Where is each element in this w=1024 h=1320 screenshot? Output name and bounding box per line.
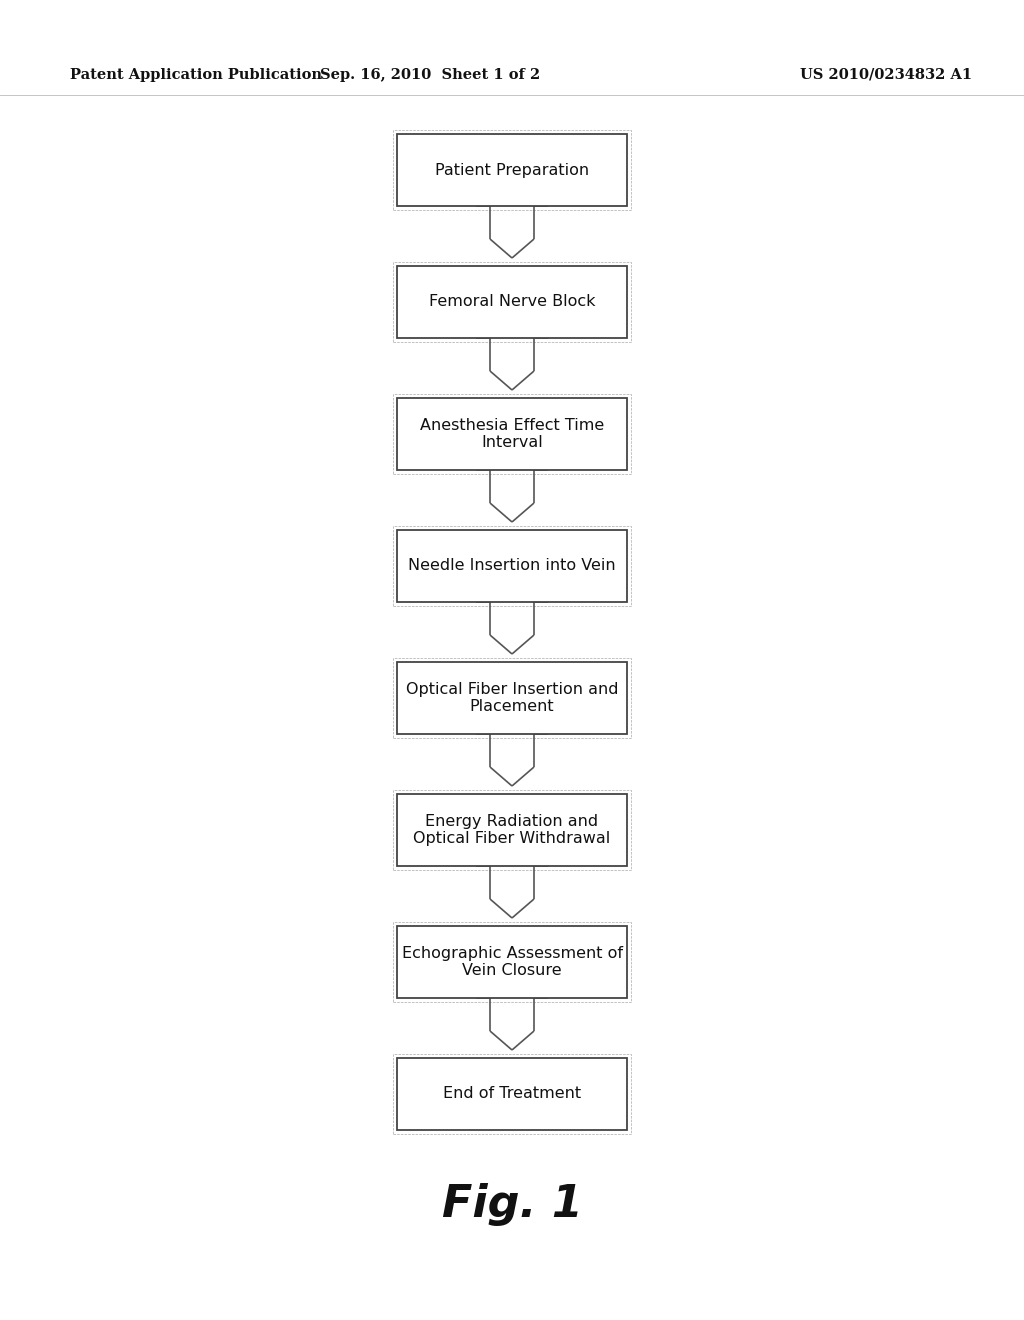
Text: Echographic Assessment of
Vein Closure: Echographic Assessment of Vein Closure (401, 946, 623, 978)
Bar (397, 531, 627, 602)
Bar (393, 525, 631, 606)
Text: Patent Application Publication: Patent Application Publication (70, 69, 322, 82)
Text: US 2010/0234832 A1: US 2010/0234832 A1 (800, 69, 972, 82)
Bar (397, 795, 627, 866)
Bar (397, 399, 627, 470)
Text: Energy Radiation and
Optical Fiber Withdrawal: Energy Radiation and Optical Fiber Withd… (414, 814, 610, 846)
Text: Needle Insertion into Vein: Needle Insertion into Vein (409, 558, 615, 573)
Bar (393, 129, 631, 210)
Text: Sep. 16, 2010  Sheet 1 of 2: Sep. 16, 2010 Sheet 1 of 2 (319, 69, 540, 82)
Bar (397, 135, 627, 206)
Bar (393, 921, 631, 1002)
Text: End of Treatment: End of Treatment (443, 1086, 581, 1101)
Text: Fig. 1: Fig. 1 (441, 1184, 583, 1226)
Bar (393, 657, 631, 738)
Text: Optical Fiber Insertion and
Placement: Optical Fiber Insertion and Placement (406, 682, 618, 714)
Bar (393, 1053, 631, 1134)
Bar (397, 267, 627, 338)
Bar (397, 927, 627, 998)
Text: Anesthesia Effect Time
Interval: Anesthesia Effect Time Interval (420, 418, 604, 450)
Bar (393, 261, 631, 342)
Text: Patient Preparation: Patient Preparation (435, 162, 589, 177)
Bar (397, 663, 627, 734)
Bar (397, 1059, 627, 1130)
Bar (393, 789, 631, 870)
Bar (393, 393, 631, 474)
Text: Femoral Nerve Block: Femoral Nerve Block (429, 294, 595, 309)
